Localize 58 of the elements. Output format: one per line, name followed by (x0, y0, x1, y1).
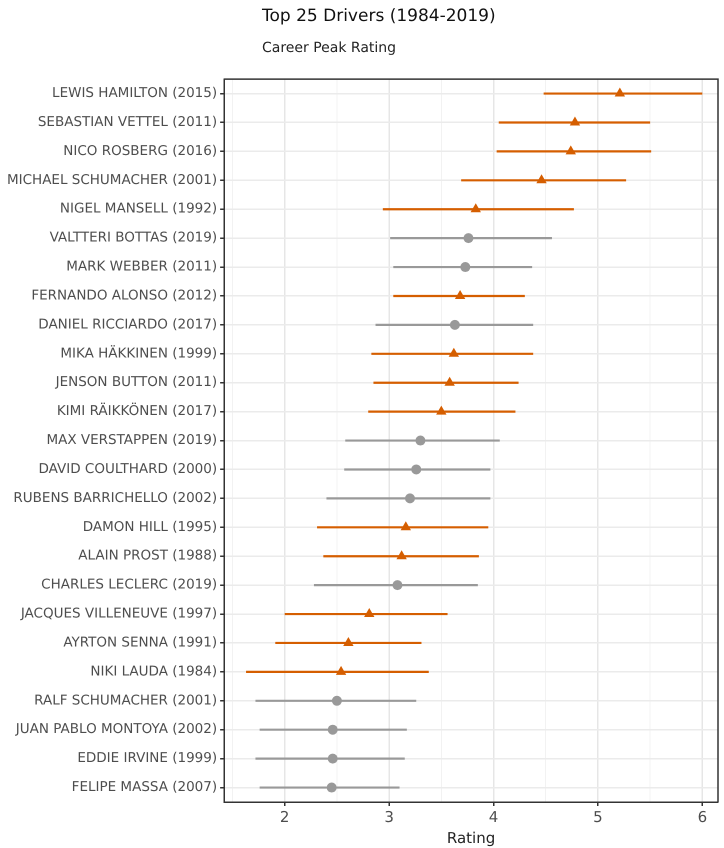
point (404, 493, 415, 504)
y-tick-label: DANIEL RICCIARDO (2017) (38, 316, 218, 332)
point (570, 116, 580, 126)
y-tick-label: MIKA HÄKKINEN (1999) (60, 344, 218, 362)
point (364, 608, 374, 618)
x-tick-label: 2 (280, 808, 290, 826)
y-tick-label: SEBASTIAN VETTEL (2011) (38, 114, 218, 130)
point (566, 145, 576, 154)
y-tick-label: MAX VERSTAPPEN (2019) (46, 432, 218, 448)
y-tick-label: JUAN PABLO MONTOYA (2002) (14, 721, 218, 738)
point (448, 348, 460, 357)
y-tick-label: EDDIE IRVINE (1999) (77, 750, 218, 766)
y-tick-label: DAVID COULTHARD (2000) (38, 460, 218, 477)
point (411, 464, 422, 474)
point (336, 666, 346, 675)
point (470, 203, 481, 212)
chart-title: Top 25 Drivers (1984-2019) (262, 6, 496, 26)
y-tick-label: RUBENS BARRICHELLO (2002) (13, 490, 218, 506)
y-tick-label: FELIPE MASSA (2007) (72, 779, 218, 796)
y-tick-label: RALF SCHUMACHER (2001) (34, 692, 218, 708)
point (536, 174, 547, 184)
y-tick-label: VALTTERI BOTTAS (2019) (50, 230, 218, 246)
point (436, 406, 446, 415)
point (396, 550, 407, 560)
point (343, 636, 354, 646)
point (460, 262, 470, 272)
y-tick-label: NIGEL MANSELL (1992) (60, 200, 218, 217)
y-tick-label: MARK WEBBER (2011) (66, 258, 218, 275)
y-tick-label: ALAIN PROST (1988) (78, 548, 218, 564)
point (328, 724, 338, 735)
x-axis-title: Rating (446, 828, 496, 847)
point (454, 290, 466, 299)
y-tick-label: MICHAEL SCHUMACHER (2001) (6, 172, 218, 188)
point (463, 233, 474, 244)
y-tick-label: LEWIS HAMILTON (2015) (52, 85, 218, 102)
point (450, 320, 460, 330)
point (326, 782, 337, 793)
point (444, 376, 455, 386)
point (332, 696, 342, 706)
y-tick-label: NIKI LAUDA (1984) (90, 663, 218, 680)
y-tick-label: KIMI RÄIKKÖNEN (2017) (56, 402, 218, 420)
point (614, 88, 626, 97)
y-tick-label: NICO ROSBERG (2016) (63, 142, 218, 159)
chart-subtitle: Career Peak Rating (262, 40, 396, 56)
x-tick-label: 5 (593, 808, 603, 826)
y-tick-label: JACQUES VILLENEUVE (1997) (20, 606, 218, 622)
y-tick-label: FERNANDO ALONSO (2012) (31, 287, 218, 304)
x-tick-label: 4 (488, 808, 498, 826)
point (392, 580, 402, 590)
point (400, 521, 411, 530)
x-tick-label: 3 (384, 808, 394, 826)
y-tick-label: DAMON HILL (1995) (82, 518, 218, 535)
point (415, 436, 426, 446)
y-tick-label: AYRTON SENNA (1991) (63, 634, 218, 650)
y-tick-label: JENSON BUTTON (2011) (54, 374, 218, 390)
point (328, 754, 338, 764)
x-tick-label: 6 (698, 808, 708, 826)
y-tick-label: CHARLES LECLERC (2019) (41, 576, 218, 593)
